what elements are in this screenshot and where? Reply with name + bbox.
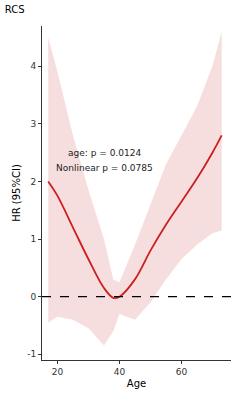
svg-text:-1: -1 [27,349,36,359]
svg-text:20: 20 [52,367,64,377]
svg-text:age: p = 0.0124: age: p = 0.0124 [68,148,141,158]
svg-text:4: 4 [30,61,36,71]
svg-text:40: 40 [114,367,126,377]
svg-text:60: 60 [176,367,188,377]
svg-text:Nonlinear p = 0.0785: Nonlinear p = 0.0785 [56,163,153,173]
svg-text:RCS: RCS [5,4,25,15]
svg-text:Age: Age [127,378,146,389]
svg-text:3: 3 [30,119,36,129]
svg-text:HR (95%CI): HR (95%CI) [11,164,22,222]
svg-text:0: 0 [30,292,36,302]
svg-text:1: 1 [30,234,36,244]
svg-text:2: 2 [30,177,36,187]
